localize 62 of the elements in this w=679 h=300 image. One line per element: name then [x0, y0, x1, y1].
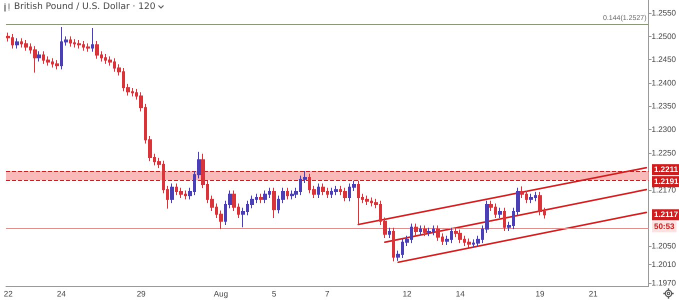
x-tick-label: 22 — [4, 290, 14, 298]
candlestick — [286, 187, 289, 200]
candlestick — [343, 187, 347, 202]
candlestick — [259, 193, 263, 204]
candlestick — [467, 238, 471, 248]
y-tick-label: 1.2450 — [652, 55, 677, 64]
y-tick-label: 1.2350 — [652, 102, 677, 111]
ref-line-label: 1.2211 — [654, 165, 679, 174]
candlestick — [91, 27, 94, 52]
candlestick — [436, 224, 440, 242]
candlestick — [321, 183, 325, 196]
candlestick — [170, 183, 174, 204]
x-tick-label: 14 — [456, 290, 466, 298]
x-tick-label: 7 — [325, 290, 330, 298]
candlestick — [24, 40, 28, 52]
text: 50:53 — [654, 222, 676, 232]
y-tick-label: 1.2500 — [652, 32, 677, 41]
candlestick — [272, 187, 276, 218]
x-tick-label: 24 — [56, 290, 66, 298]
y-tick-label: 1.2250 — [652, 148, 677, 158]
y-tick-label: 1.1970 — [652, 278, 677, 288]
candlestick — [423, 224, 427, 237]
candlestick — [414, 223, 418, 236]
x-tick-label: Aug — [214, 290, 228, 298]
candlestick — [317, 183, 320, 198]
candlestick — [37, 50, 41, 62]
candlestick — [179, 187, 183, 198]
chart-title: British Pound / U.S. Dollar · 120 — [14, 2, 156, 12]
candlestick — [458, 229, 462, 244]
candlestick — [388, 227, 391, 239]
candlestick — [55, 60, 59, 70]
candlestick — [290, 190, 294, 200]
candlestick — [503, 207, 506, 232]
x-tick-label: 29 — [136, 290, 146, 298]
candlestick — [263, 190, 267, 204]
x-tick-label: 19 — [536, 290, 545, 298]
y-tick-label: 1.2050 — [652, 241, 677, 250]
candlestick — [95, 40, 99, 60]
y-tick-label: 1.2550 — [652, 8, 677, 18]
candlestick — [392, 227, 395, 262]
candlestick — [15, 38, 19, 49]
candlestick — [69, 36, 72, 48]
candlestick — [498, 207, 502, 218]
candlestick — [419, 224, 422, 236]
x-tick-label: 5 — [272, 290, 277, 298]
candlestick — [538, 191, 542, 216]
candlestick — [357, 180, 360, 226]
y-tick-label: 1.2400 — [652, 78, 677, 88]
candlestick — [427, 227, 431, 237]
y-tick-label: 1.2170 — [652, 186, 677, 195]
candlestick — [86, 42, 90, 52]
y-tick-label: 1.2010 — [652, 260, 677, 270]
y-tick-label: 1.2300 — [652, 124, 677, 134]
candlestick — [529, 193, 533, 204]
ref-line-label: 1.2191 — [654, 177, 679, 186]
candlestick — [77, 40, 81, 49]
text: 1.2117 — [654, 210, 679, 220]
x-tick-label: 21 — [588, 290, 598, 298]
x-tick-label: 12 — [402, 290, 412, 298]
candlestick — [365, 195, 369, 206]
candlestick — [33, 46, 37, 74]
candlestick — [334, 185, 338, 196]
